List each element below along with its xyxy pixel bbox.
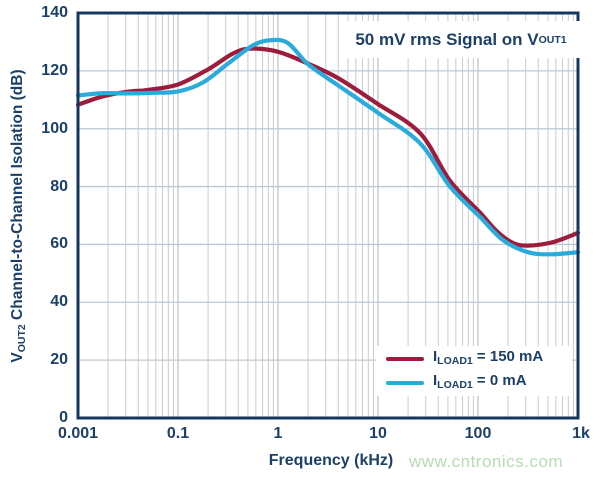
x-tick-label: 1 — [273, 425, 283, 442]
legend-label: ILOAD1 = 0 mA — [433, 373, 527, 393]
data-curves — [75, 37, 581, 257]
x-tick-label: 10 — [369, 425, 387, 442]
plot-frame — [76, 11, 580, 420]
y-axis-title-lead: V — [9, 352, 26, 363]
signal-annotation: 50 mV rms Signal on V OUT1 — [342, 21, 580, 58]
y-axis-title-subscript: OUT2 — [16, 324, 28, 353]
y-tick-label: 0 — [59, 409, 68, 426]
y-tick-label: 60 — [50, 235, 68, 252]
legend-swatch-cyan-line — [386, 381, 424, 385]
legend-label-rest: = 0 mA — [472, 372, 527, 389]
y-tick-label: 40 — [50, 293, 68, 310]
y-tick-label: 140 — [41, 4, 68, 21]
y-tick-label: 20 — [50, 351, 68, 368]
annotation-text: 50 mV rms Signal on V — [355, 29, 539, 49]
legend-label-lead: I — [433, 348, 438, 365]
series-curve-0 — [75, 46, 581, 248]
x-axis-title: Frequency (kHz) — [268, 452, 394, 469]
x-tick-label: 1k — [572, 425, 590, 442]
legend-label-rest: = 150 mA — [472, 348, 544, 365]
y-tick-label: 80 — [50, 178, 68, 195]
series-curve-1 — [75, 37, 581, 257]
legend-label-subscript: LOAD1 — [437, 355, 473, 367]
x-tick-label: 100 — [464, 425, 492, 442]
legend-label-subscript: LOAD1 — [437, 379, 473, 391]
y-axis-title-rest: Channel-to-Channel Isolation (dB) — [9, 69, 26, 325]
annotation-subscript: OUT1 — [538, 33, 567, 46]
y-tick-label: 120 — [41, 62, 68, 79]
legend-label: ILOAD1 = 150 mA — [433, 349, 543, 369]
legend-label-lead: I — [433, 372, 438, 389]
x-tick-label: 0.001 — [57, 425, 99, 442]
y-axis-title: VOUT2 Channel-to-Channel Isolation (dB) — [7, 32, 29, 400]
legend: ILOAD1 = 150 mA ILOAD1 = 0 mA — [376, 346, 572, 396]
legend-entry-0ma: ILOAD1 = 0 mA — [386, 373, 572, 394]
legend-swatch-red-line — [386, 357, 424, 361]
y-tick-label: 100 — [41, 120, 68, 137]
legend-entry-150ma: ILOAD1 = 150 mA — [386, 349, 572, 370]
watermark-text: www.cntronics.com — [409, 452, 563, 471]
x-tick-label: 0.1 — [166, 425, 190, 442]
